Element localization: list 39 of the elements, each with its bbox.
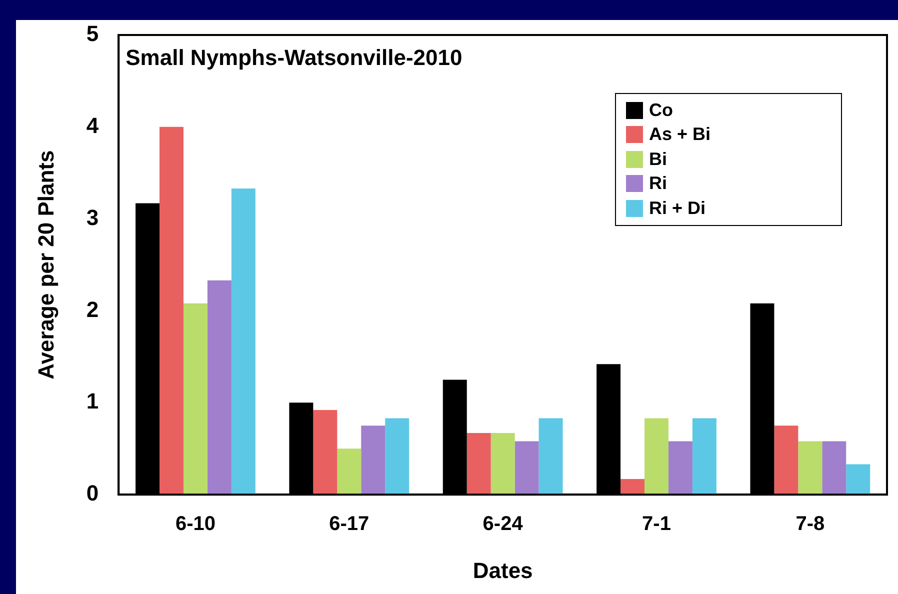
legend-label: Ri + Di — [649, 198, 706, 219]
y-tick-label: 3 — [86, 204, 99, 230]
bar — [337, 448, 362, 495]
y-tick-label: 0 — [86, 480, 99, 506]
bar — [538, 418, 563, 495]
x-tick-label: 6-10 — [175, 513, 216, 536]
x-tick-label: 6-17 — [329, 513, 370, 536]
bar — [514, 441, 539, 495]
bar — [183, 303, 208, 495]
y-tick-label: 1 — [86, 388, 99, 414]
x-tick-label: 7-1 — [642, 513, 671, 536]
bar — [692, 418, 716, 495]
bar — [160, 126, 184, 495]
bar — [644, 418, 668, 495]
bar — [361, 426, 386, 495]
legend-label: Bi — [649, 148, 667, 170]
bar — [620, 478, 645, 495]
legend-label: Co — [649, 100, 673, 121]
bar — [668, 441, 692, 495]
text: Small Nymphs-Watsonville-2010 — [126, 45, 462, 71]
y-axis-title: Average per 20 Plants — [33, 150, 58, 380]
legend-label: Ri — [649, 173, 667, 194]
x-tick-label: 6-24 — [482, 513, 524, 536]
y-tick-label: 2 — [86, 296, 99, 322]
bar — [385, 418, 410, 495]
bar — [231, 188, 256, 495]
bar — [490, 433, 515, 495]
y-tick-label: 5 — [86, 21, 99, 46]
legend-label: As + Bi — [649, 124, 711, 146]
bar — [846, 464, 870, 495]
bar — [822, 441, 846, 495]
y-tick-label: 4 — [86, 112, 100, 138]
x-axis-title: Dates — [472, 558, 533, 583]
bar — [313, 410, 338, 495]
x-tick-label: 7-8 — [796, 513, 825, 536]
bar — [207, 280, 232, 495]
bar — [798, 441, 822, 495]
bar — [774, 426, 798, 495]
bar — [466, 433, 491, 495]
